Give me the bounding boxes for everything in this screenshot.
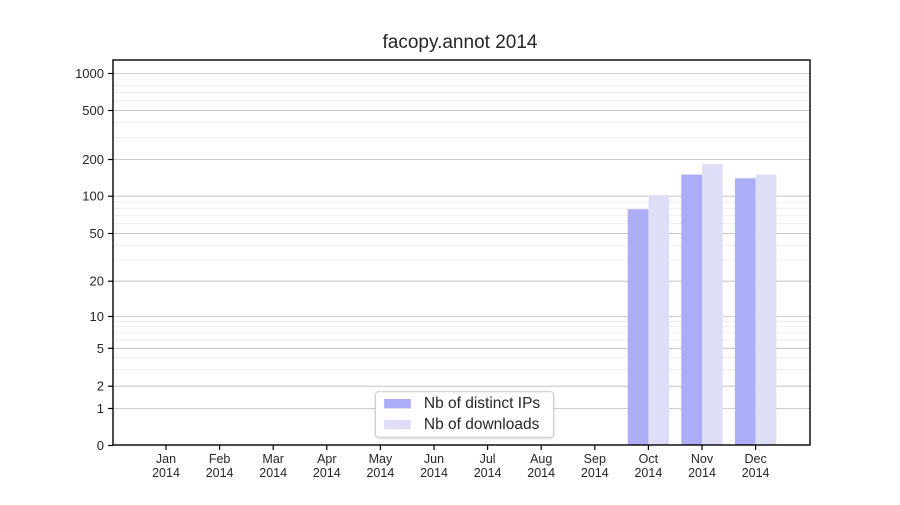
svg-text:10: 10 (90, 309, 104, 324)
svg-text:2014: 2014 (688, 466, 716, 480)
svg-text:2014: 2014 (313, 466, 341, 480)
svg-text:200: 200 (82, 152, 104, 167)
svg-text:Feb: Feb (209, 452, 231, 466)
svg-text:500: 500 (82, 103, 104, 118)
svg-text:Nov: Nov (691, 452, 714, 466)
svg-text:2014: 2014 (206, 466, 234, 480)
svg-text:Jun: Jun (424, 452, 444, 466)
svg-text:Apr: Apr (317, 452, 336, 466)
svg-text:5: 5 (97, 341, 104, 356)
svg-text:Dec: Dec (744, 452, 766, 466)
svg-text:Nb of distinct IPs: Nb of distinct IPs (424, 395, 541, 412)
svg-text:2014: 2014 (634, 466, 662, 480)
svg-text:2: 2 (97, 379, 104, 394)
svg-text:2014: 2014 (527, 466, 555, 480)
svg-text:2014: 2014 (581, 466, 609, 480)
svg-text:2014: 2014 (474, 466, 502, 480)
svg-text:2014: 2014 (742, 466, 770, 480)
svg-text:facopy.annot 2014: facopy.annot 2014 (383, 32, 538, 53)
svg-text:1: 1 (97, 401, 104, 416)
svg-text:Nb of downloads: Nb of downloads (424, 416, 540, 433)
svg-text:Sep: Sep (584, 452, 606, 466)
svg-text:Mar: Mar (262, 452, 284, 466)
svg-text:2014: 2014 (420, 466, 448, 480)
svg-text:Jan: Jan (156, 452, 176, 466)
svg-text:Aug: Aug (530, 452, 552, 466)
svg-text:50: 50 (90, 226, 104, 241)
svg-text:May: May (369, 452, 393, 466)
svg-text:0: 0 (97, 438, 104, 453)
svg-text:100: 100 (82, 189, 104, 204)
svg-text:20: 20 (90, 274, 104, 289)
svg-text:Oct: Oct (639, 452, 659, 466)
svg-text:1000: 1000 (75, 66, 104, 81)
svg-text:2014: 2014 (259, 466, 287, 480)
svg-text:2014: 2014 (152, 466, 180, 480)
svg-text:Jul: Jul (480, 452, 496, 466)
svg-text:2014: 2014 (366, 466, 394, 480)
